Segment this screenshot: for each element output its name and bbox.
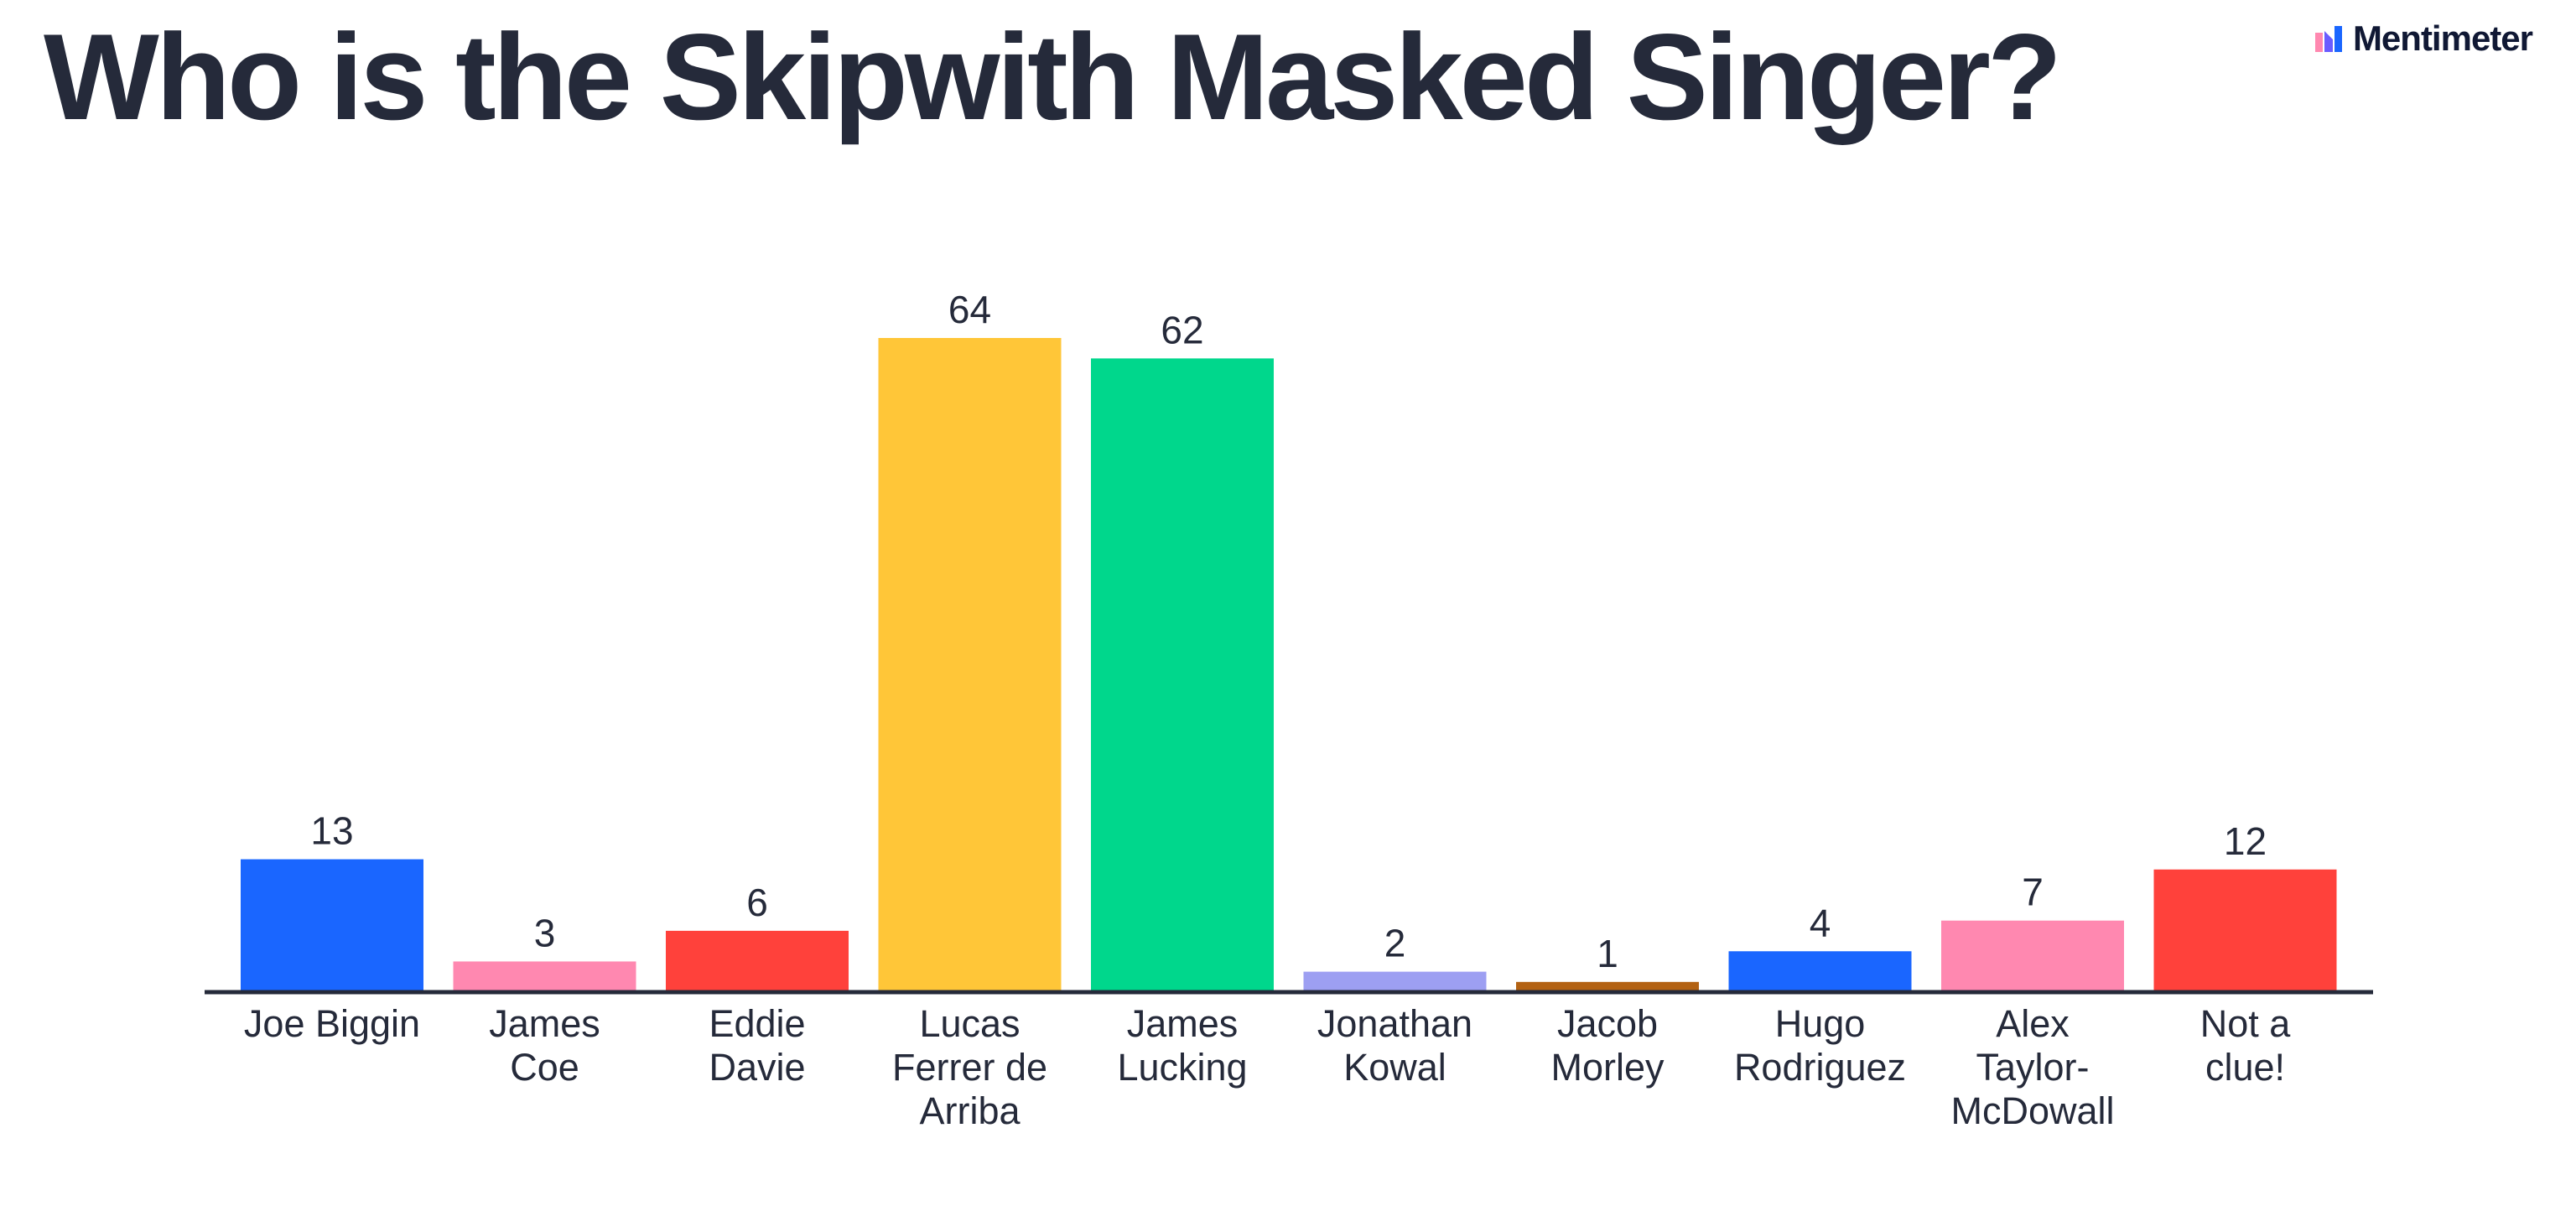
- bar-3: [878, 338, 1062, 992]
- bar-value-label: 13: [310, 809, 353, 853]
- bar-value-label: 6: [746, 881, 768, 924]
- category-label: James Lucking: [1117, 1002, 1247, 1089]
- bar-value-label: 62: [1161, 308, 1203, 351]
- bar-8: [1941, 920, 2124, 992]
- category-label: Jonathan Kowal: [1317, 1002, 1472, 1089]
- category-label: Eddie Davie: [709, 1002, 805, 1089]
- category-label: Lucas Ferrer de Arriba: [892, 1002, 1047, 1132]
- bar-value-label: 4: [1810, 901, 1831, 944]
- bar-value-label: 7: [2022, 871, 2044, 914]
- bar-value-label: 2: [1384, 922, 1406, 965]
- bar-7: [1728, 951, 1912, 992]
- bar-2: [666, 930, 849, 992]
- category-label: James Coe: [489, 1002, 600, 1089]
- bar-6: [1516, 981, 1699, 992]
- bar-5: [1303, 971, 1487, 992]
- bar-0: [241, 859, 423, 992]
- bar-value-label: 64: [948, 288, 991, 331]
- category-label: Jacob Morley: [1550, 1002, 1665, 1089]
- category-label: Joe Biggin: [244, 1002, 420, 1045]
- bar-4: [1091, 358, 1274, 992]
- category-label: Not a clue!: [2200, 1002, 2292, 1089]
- bar-value-label: 3: [534, 911, 556, 954]
- category-label: Alex Taylor-McDowall: [1950, 1002, 2114, 1132]
- bar-value-label: 1: [1597, 932, 1618, 975]
- bar-9: [2153, 869, 2337, 992]
- mentimeter-brand: Mentimeter: [2314, 18, 2533, 59]
- bar-1: [453, 961, 636, 992]
- question-title: Who is the Skipwith Masked Singer?: [44, 8, 2062, 145]
- brand-name: Mentimeter: [2352, 18, 2533, 58]
- mentimeter-logo-icon: [2314, 26, 2342, 52]
- category-label: Hugo Rodriguez: [1734, 1002, 1906, 1089]
- bar-value-label: 12: [2224, 819, 2267, 863]
